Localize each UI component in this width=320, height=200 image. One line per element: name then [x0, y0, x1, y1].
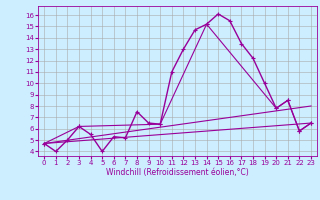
X-axis label: Windchill (Refroidissement éolien,°C): Windchill (Refroidissement éolien,°C) — [106, 168, 249, 177]
